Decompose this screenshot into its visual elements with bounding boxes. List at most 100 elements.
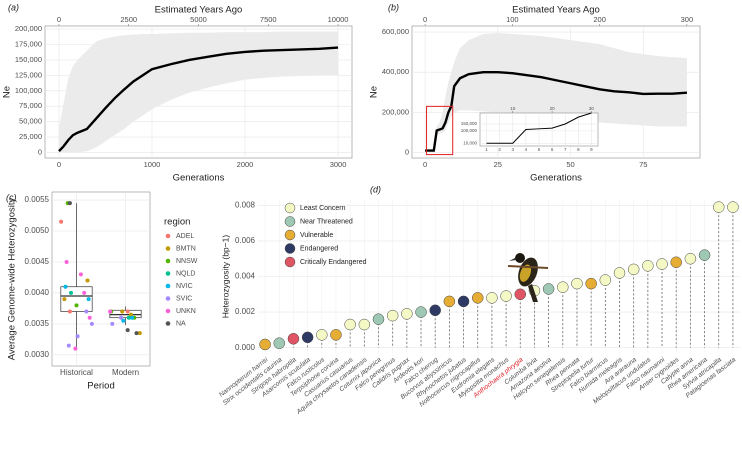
panel-label: (c) (6, 192, 17, 202)
sample-point (89, 321, 94, 326)
lollipop-point (642, 260, 654, 272)
y-tick-label: 600,000 (382, 27, 409, 36)
y-tick-label: 100,000 (15, 86, 42, 95)
y-tick-label: 150,000 (461, 121, 478, 126)
x-tick-label: Modern (112, 368, 139, 377)
zoom-box (426, 105, 454, 156)
sample-point (74, 303, 79, 308)
y-tick-label: 200,000 (15, 24, 42, 33)
lollipop-point (613, 267, 626, 279)
lollipop-point (386, 309, 399, 322)
legend-label: Vulnerable (300, 232, 333, 239)
legend-label: Near Threatened (300, 218, 353, 225)
lollipop-point (656, 258, 668, 270)
y-tick-label: 150,000 (15, 55, 42, 64)
sample-point (63, 284, 68, 289)
legend-swatch (284, 202, 296, 214)
y-tick-label: 0.0045 (25, 257, 50, 266)
lollipop-point (344, 318, 356, 331)
x2-axis-title: Estimated Years Ago (512, 5, 600, 16)
sample-point (110, 321, 115, 326)
lollipop-point (627, 263, 640, 276)
sample-point (59, 219, 64, 224)
ne-line (486, 112, 592, 144)
lollipop-point (727, 201, 739, 213)
bird-illustration (507, 253, 549, 302)
sample-point (87, 315, 92, 320)
lollipop-point (457, 295, 470, 308)
x2-tick-label: 200 (593, 15, 606, 24)
x2-tick-label: 5000 (190, 15, 207, 24)
sample-point (73, 346, 78, 351)
legend-label: BMTN (176, 245, 196, 252)
x-tick-label: 9 (590, 147, 593, 152)
lollipop-point (429, 304, 441, 317)
sample-point (137, 331, 142, 336)
lollipop-point (571, 277, 583, 290)
x-tick-label: 1000 (144, 160, 161, 169)
legend-label: NQLD (176, 270, 195, 277)
y-tick-label: 0 (38, 147, 42, 156)
sample-point (125, 328, 130, 333)
y-tick-label: 0.0050 (25, 226, 50, 235)
legend-swatch (284, 216, 296, 227)
y-tick-label: 0.006 (235, 236, 256, 245)
legend-label: Endangered (300, 245, 338, 252)
y-tick-label: 400,000 (382, 67, 409, 76)
x2-tick-label: 10 (510, 106, 516, 111)
legend-swatch (165, 321, 171, 326)
x-tick-label: 7 (564, 147, 567, 152)
y-tick-label: 0.0055 (25, 195, 50, 204)
legend-swatch (165, 246, 171, 251)
sample-point (86, 297, 91, 302)
lollipop-point (712, 201, 725, 213)
ne-line (58, 46, 339, 153)
x-tick-label: 75 (639, 160, 647, 169)
sample-point (126, 315, 131, 320)
sample-point (75, 334, 80, 339)
y-tick-label: 0.0035 (25, 319, 50, 328)
legend-label: ADEL (176, 233, 194, 240)
legend-label: Critically Endangered (300, 259, 367, 266)
x2-tick-label: 100 (506, 15, 519, 24)
y-tick-label: 10,000 (463, 140, 477, 145)
x-tick-label: 4 (525, 147, 528, 152)
y-tick-label: 0.000 (235, 343, 256, 352)
sample-point (84, 309, 89, 314)
legend-title: region (164, 217, 190, 228)
x-tick-label: 0 (57, 160, 61, 169)
lollipop-point (500, 290, 512, 302)
lollipop-point (358, 318, 371, 331)
y-tick-label: 0.008 (235, 200, 256, 209)
lollipop-point (486, 292, 498, 304)
legend-label: SVIC (176, 295, 192, 302)
x2-tick-label: 0 (57, 15, 61, 24)
x-tick-label: 6 (551, 147, 554, 152)
lollipop-point (557, 281, 569, 293)
x2-tick-label: 300 (681, 15, 694, 24)
x2-tick-label: 7500 (260, 15, 277, 24)
x2-axis-title: Estimated Years Ago (155, 5, 243, 16)
lollipop-point (542, 283, 555, 295)
x-tick-label: 2 (498, 147, 501, 152)
sample-point (125, 309, 130, 314)
lollipop-point (514, 288, 527, 301)
y-axis-title: Heterozygosity (bp−1) (220, 235, 230, 319)
x-tick-label: 1 (485, 147, 488, 152)
x2-tick-label: 30 (589, 106, 595, 111)
lollipop-point (273, 337, 286, 349)
sample-point (108, 309, 113, 314)
legend-label: UNKN (176, 308, 196, 315)
legend-swatch (165, 296, 171, 301)
sample-point (134, 331, 139, 336)
y-tick-label: 0.0040 (25, 288, 50, 297)
legend-swatch (165, 308, 171, 314)
lollipop-point (670, 256, 682, 269)
x-tick-label: 0 (423, 160, 427, 169)
lollipop-point (585, 277, 597, 290)
x2-tick-label: 20 (550, 106, 556, 111)
x-tick-label: 25 (494, 160, 502, 169)
sample-point (129, 312, 133, 317)
x-axis-title: Period (87, 381, 114, 392)
